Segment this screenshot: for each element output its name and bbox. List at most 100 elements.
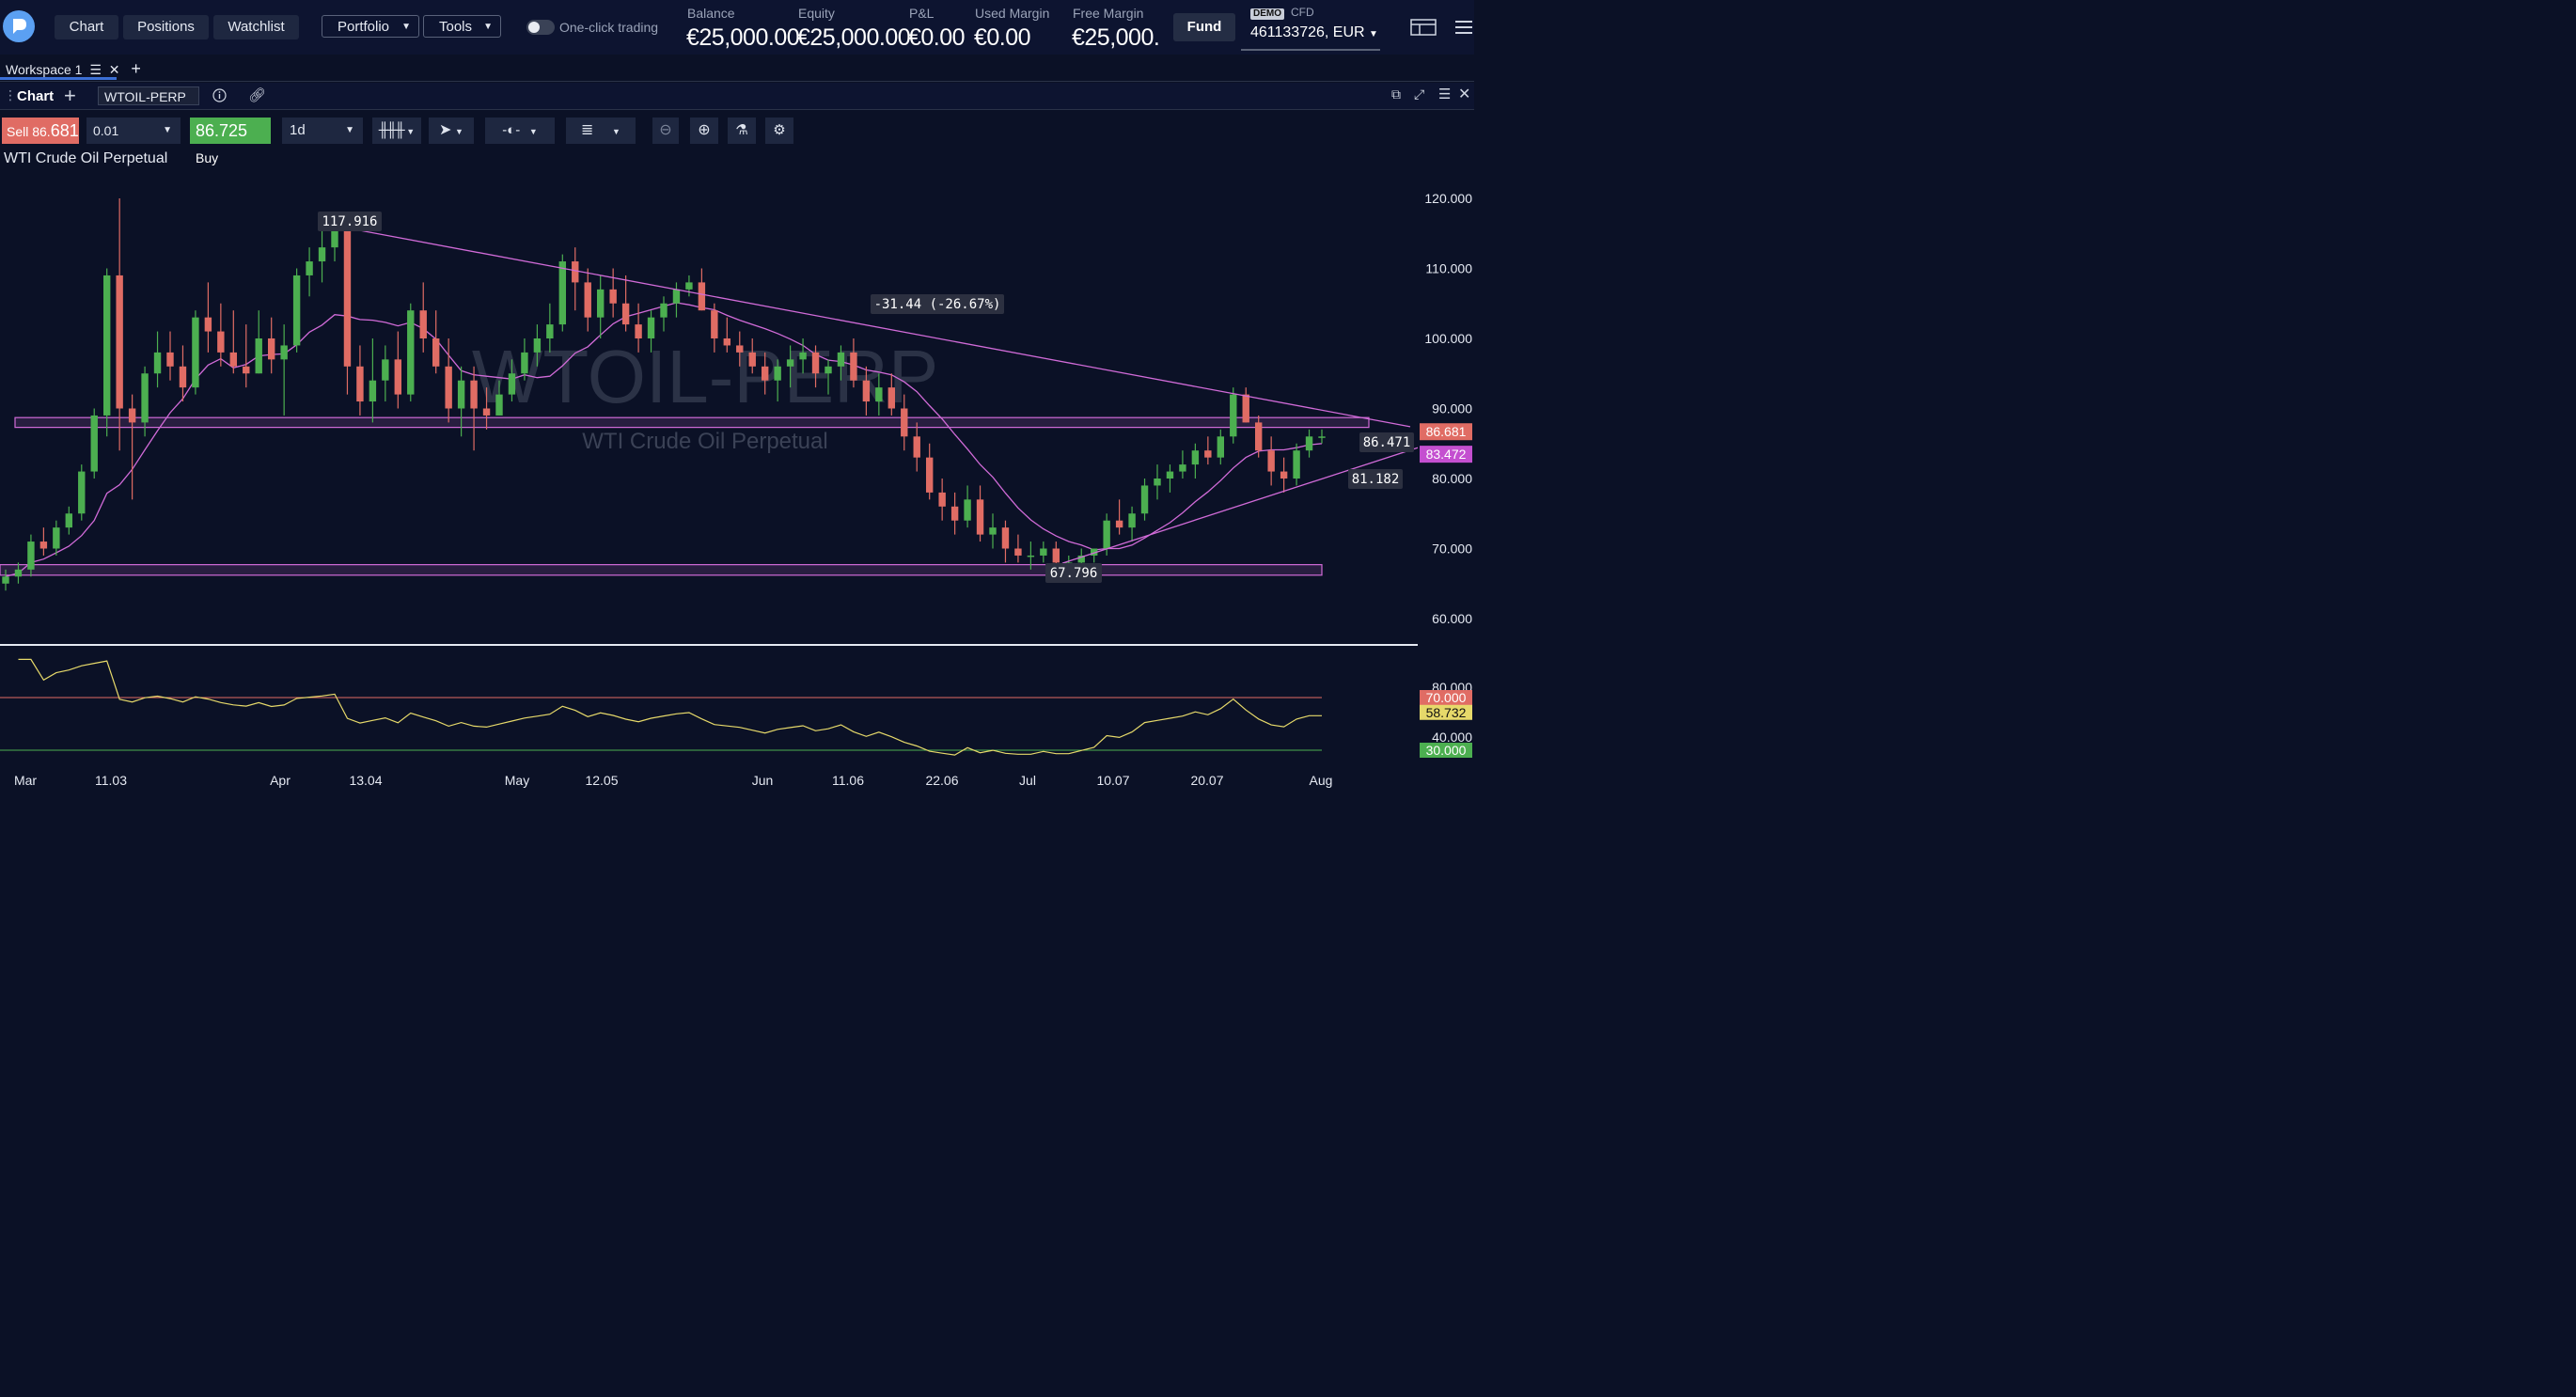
measure-label-bg <box>871 294 1004 314</box>
candle <box>53 520 60 556</box>
candle-body <box>204 317 212 332</box>
rsi-lower-tag-bg <box>1420 743 1472 758</box>
trend-lines[interactable] <box>319 222 1419 564</box>
rsi-current-tag-text: 58.732 <box>1426 705 1467 720</box>
candle-body <box>925 457 934 493</box>
candlestick-icon: ╫╫╫ <box>378 122 405 138</box>
layout-icon[interactable] <box>1410 19 1437 36</box>
candle-body <box>533 338 542 353</box>
price-tick-label: 110.000 <box>1425 261 1472 276</box>
close-icon[interactable]: ✕ <box>108 62 120 77</box>
candle-body <box>1254 422 1263 451</box>
candle <box>495 380 503 416</box>
buy-button[interactable]: 86.725 Buy <box>190 118 271 165</box>
candle-body <box>887 387 896 409</box>
candle-body <box>39 542 48 549</box>
level-label-1: 86.471 <box>1359 432 1414 452</box>
nav-watchlist[interactable]: Watchlist <box>213 15 299 39</box>
popout-icon[interactable]: ⧉ <box>1391 86 1401 102</box>
zoom-in-button[interactable]: ⊕ <box>690 118 718 144</box>
buy-price: 86.725 <box>196 121 248 140</box>
moving-average-line <box>5 302 1323 577</box>
price-tick-label: 60.000 <box>1432 611 1472 626</box>
nav-positions[interactable]: Positions <box>123 15 209 39</box>
candle <box>306 247 313 297</box>
time-axis[interactable]: Mar 11.03 Apr 13.04 May 12.05 Jun 11.06 22.06 Jul… <box>14 773 1333 788</box>
menu-icon[interactable]: ☰ <box>89 62 102 77</box>
rsi-current-tag-bg <box>1420 704 1472 720</box>
drag-handle-icon[interactable]: ⋮ <box>4 87 17 102</box>
app-logo-icon[interactable] <box>2 9 36 43</box>
candle-body <box>1191 450 1200 465</box>
timeframe-select[interactable]: 1d ▼ <box>282 118 363 144</box>
candle <box>243 324 250 388</box>
candles[interactable] <box>2 198 1326 591</box>
balance-value: €25,000.00 <box>686 24 800 51</box>
candle-body <box>419 310 427 338</box>
candle-body <box>445 366 452 409</box>
level-label-2: 81.182 <box>1348 469 1403 489</box>
candle <box>1293 443 1300 486</box>
chart-type-button[interactable]: ╫╫╫ ▼ <box>372 118 421 144</box>
price-axis[interactable]: 120.000 110.000 100.000 90.000 80.000 70.000 6… <box>1420 191 1472 626</box>
candle-body <box>723 338 731 346</box>
candle-body <box>495 394 503 416</box>
rsi-upper-tag-bg <box>1420 690 1472 705</box>
candle <box>660 296 668 332</box>
time-tick-label: 13.04 <box>349 773 382 788</box>
workspace-bar: Workspace 1 ☰ ✕ + <box>0 55 1474 82</box>
info-icon[interactable] <box>212 88 227 102</box>
tools-dropdown[interactable]: Tools ▼ <box>423 15 501 38</box>
chart-settings-button[interactable]: ⚙ <box>765 118 793 144</box>
cursor-tool-button[interactable]: ➤ ▼ <box>429 118 474 144</box>
fund-button[interactable]: Fund <box>1173 13 1235 41</box>
add-tab-icon[interactable]: + <box>64 84 76 107</box>
portfolio-label: Portfolio <box>338 19 390 35</box>
candle-body <box>1204 450 1212 458</box>
candle-body <box>685 282 693 290</box>
candle-body <box>875 387 883 402</box>
candle <box>331 212 338 262</box>
watermark-symbol: WTOIL-PERP <box>472 335 938 418</box>
candle-body <box>153 352 162 374</box>
used-margin-label: Used Margin <box>975 6 1050 21</box>
account-underline <box>1241 49 1380 51</box>
link-icon[interactable]: 🔗︎ <box>248 87 267 103</box>
menu-icon[interactable] <box>1453 19 1472 36</box>
zoom-out-button[interactable]: ⊖ <box>652 118 679 144</box>
symbol-input[interactable]: WTOIL-PERP <box>98 86 199 105</box>
drawing-tool-button[interactable]: -◐- ▼ <box>485 118 555 144</box>
strategy-tester-button[interactable]: ⚗ <box>728 118 756 144</box>
chart-tab[interactable]: Chart <box>17 88 55 104</box>
candle-body <box>761 366 769 381</box>
portfolio-dropdown[interactable]: Portfolio ▼ <box>322 15 419 38</box>
indicators-button[interactable]: ≣ ▼ <box>566 118 636 144</box>
time-tick-label: 11.03 <box>95 773 127 788</box>
add-workspace-icon[interactable]: + <box>131 59 141 78</box>
quantity-select[interactable]: 0.01 ▼ <box>86 118 181 144</box>
candle <box>748 338 756 374</box>
candle-body <box>1230 394 1237 437</box>
maximize-icon[interactable]: ⤢ <box>1414 86 1425 102</box>
nav-chart[interactable]: Chart <box>55 15 118 39</box>
close-icon[interactable]: ✕ <box>1458 86 1471 102</box>
candle <box>621 275 630 332</box>
time-tick-label: Jun <box>752 773 774 788</box>
menu-icon[interactable]: ☰ <box>1438 86 1452 102</box>
one-click-toggle[interactable] <box>526 20 555 35</box>
top-bar: Chart Positions Watchlist Portfolio ▼ To… <box>0 0 1474 55</box>
time-tick-label: 10.07 <box>1096 773 1129 788</box>
candle <box>533 324 542 367</box>
account-number: 461133726, EUR <box>1250 24 1365 40</box>
account-selector[interactable]: 461133726, EUR ▼ <box>1250 24 1378 41</box>
candle <box>875 373 883 416</box>
workspace-tab[interactable]: Workspace 1 ☰ ✕ + <box>6 59 141 79</box>
candle <box>572 247 579 311</box>
candle-body <box>1267 450 1275 472</box>
candle-body <box>166 352 174 367</box>
watermark-name: WTI Crude Oil Perpetual <box>582 429 827 454</box>
sell-button[interactable]: Sell 86.681 <box>2 118 79 144</box>
candle-body <box>596 289 605 318</box>
support-resistance-zones[interactable] <box>0 416 1370 576</box>
